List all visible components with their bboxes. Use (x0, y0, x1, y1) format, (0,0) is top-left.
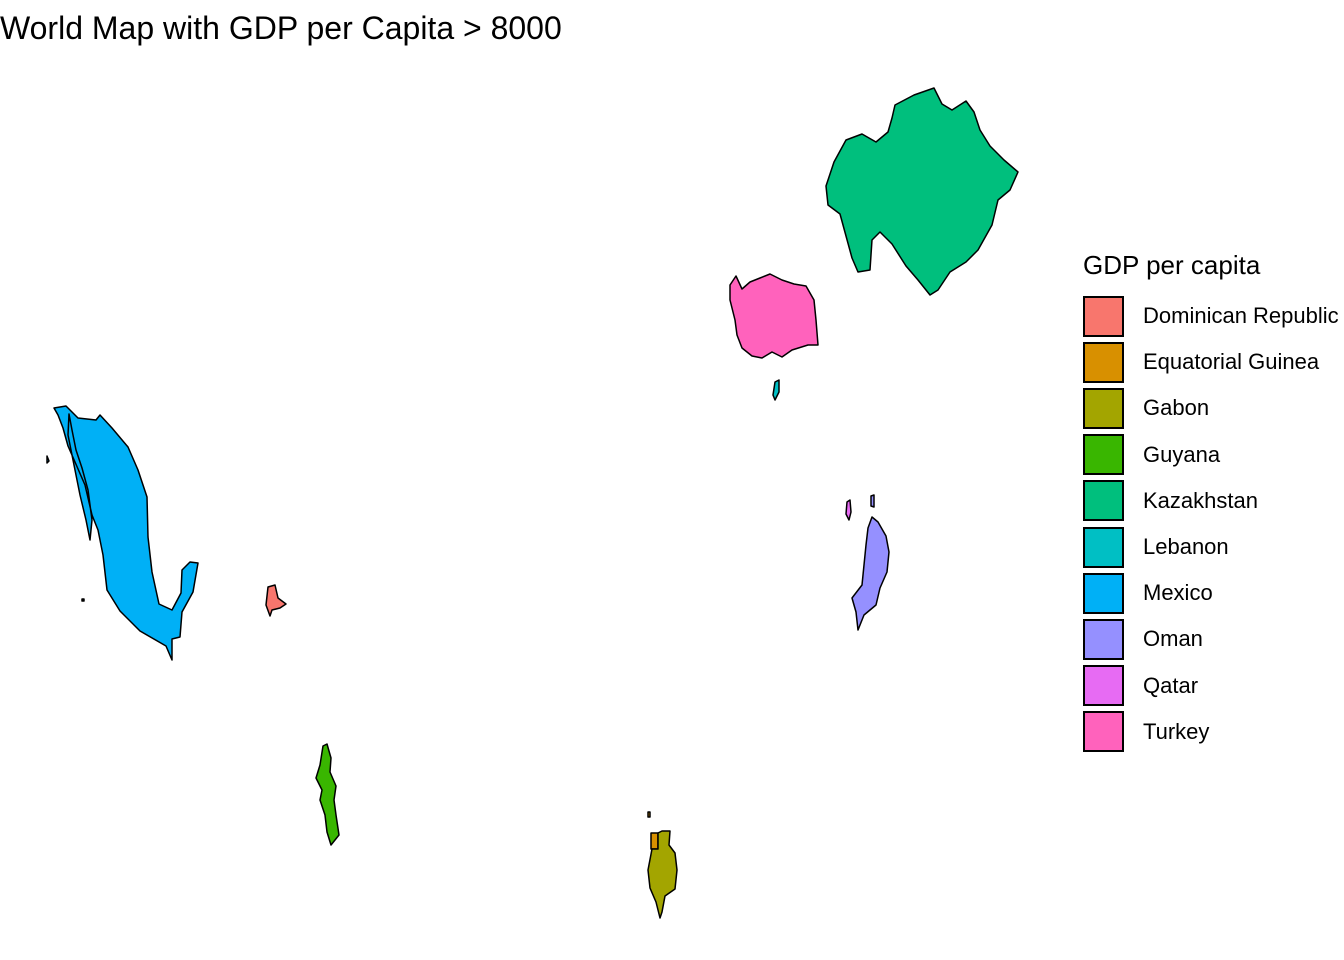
legend-item-guyana: Guyana (1083, 432, 1339, 478)
country-dominican-republic (265, 584, 287, 617)
legend-title: GDP per capita (1083, 250, 1261, 280)
legend-label: Kazakhstan (1143, 487, 1258, 513)
country-oman (851, 516, 890, 631)
country-gabon (647, 830, 678, 919)
legend-item-turkey: Turkey (1083, 709, 1339, 755)
legend-item-oman: Oman (1083, 616, 1339, 662)
country-lebanon (772, 379, 780, 401)
country-kazakhstan (825, 87, 1019, 296)
island-dot (81, 598, 85, 602)
legend-swatch (1083, 711, 1124, 753)
legend-swatch (1083, 572, 1124, 614)
country-oman-exclave (870, 494, 875, 508)
legend-swatch (1083, 480, 1124, 522)
legend-item-qatar: Qatar (1083, 663, 1339, 709)
legend-swatch (1083, 387, 1124, 429)
map-title: World Map with GDP per Capita > 8000 (0, 10, 562, 46)
country-guyana (315, 743, 340, 846)
legend-label: Oman (1143, 626, 1203, 652)
country-equatorial-guinea (650, 832, 659, 850)
legend-swatch (1083, 665, 1124, 707)
country-mexico-island (46, 455, 50, 464)
legend-item-mexico: Mexico (1083, 570, 1339, 616)
country-qatar (845, 499, 852, 521)
legend-label: Mexico (1143, 580, 1213, 606)
legend-label: Dominican Republic (1143, 303, 1339, 329)
legend-swatch (1083, 526, 1124, 568)
legend-label: Lebanon (1143, 534, 1229, 560)
legend-item-dominican-republic: Dominican Republic (1083, 293, 1339, 339)
legend-label: Guyana (1143, 441, 1221, 467)
legend-swatch (1083, 295, 1124, 337)
country-mexico (53, 405, 199, 661)
country-turkey (729, 273, 819, 359)
legend-item-kazakhstan: Kazakhstan (1083, 478, 1339, 524)
legend: GDP per capita Dominican Republic Equato… (1083, 250, 1339, 755)
legend-label: Equatorial Guinea (1143, 349, 1320, 375)
legend-label: Qatar (1143, 672, 1199, 698)
legend-swatch (1083, 341, 1124, 383)
legend-swatch (1083, 434, 1124, 476)
legend-label: Gabon (1143, 395, 1210, 421)
legend-item-lebanon: Lebanon (1083, 524, 1339, 570)
country-equatorial-guinea-island (647, 811, 651, 818)
legend-item-gabon: Gabon (1083, 385, 1339, 431)
legend-label: Turkey (1143, 718, 1210, 744)
legend-item-equatorial-guinea: Equatorial Guinea (1083, 339, 1339, 385)
legend-swatch (1083, 618, 1124, 660)
